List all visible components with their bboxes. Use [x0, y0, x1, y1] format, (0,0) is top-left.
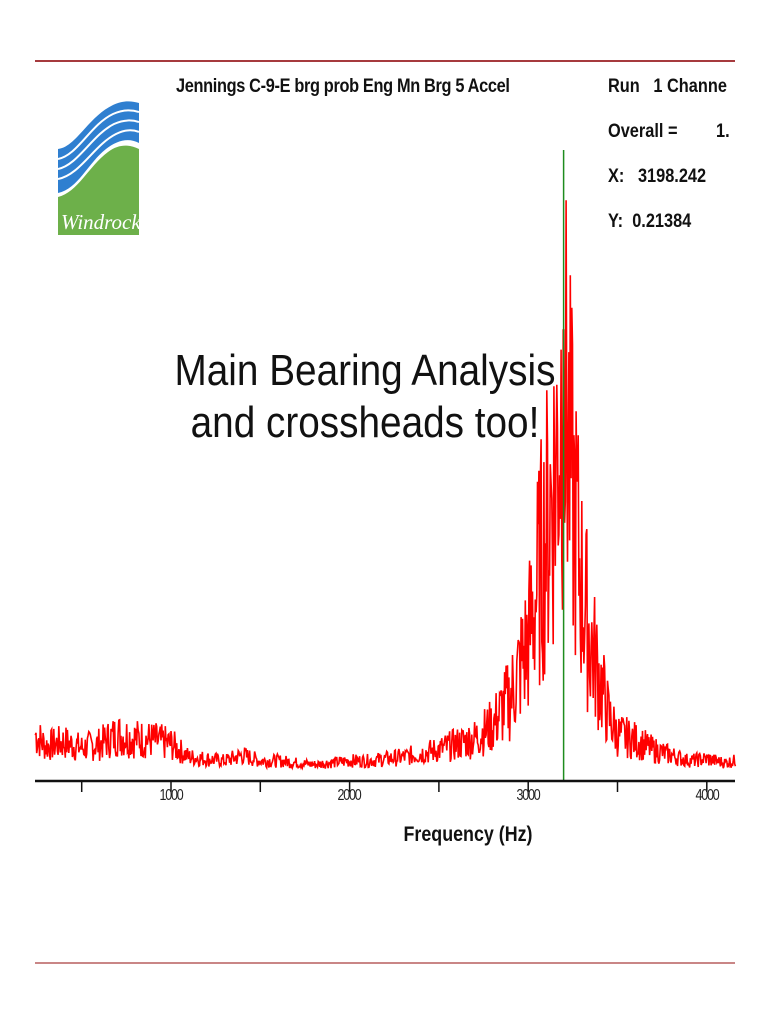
tick-label-4000: 4000	[695, 787, 719, 804]
run-channel-label: Run 1 Channe	[608, 76, 727, 97]
chart-title: Jennings C-9-E brg prob Eng Mn Brg 5 Acc…	[176, 76, 510, 97]
x-axis-ticks	[80, 781, 708, 792]
caption-line-2: and crossheads too!	[190, 398, 540, 447]
caption-line-1: Main Bearing Analysis	[174, 346, 556, 395]
bottom-rule	[35, 962, 735, 964]
cursor-x-readout: X: 3198.242	[608, 166, 707, 187]
slide-caption: Main Bearing Analysis and crossheads too…	[167, 345, 563, 449]
tick-label-1000: 1000	[159, 787, 183, 804]
tick-label-2000: 2000	[337, 787, 361, 804]
overall-label: Overall =	[608, 121, 678, 142]
overall-value: 1.	[716, 121, 730, 142]
cursor-y-readout: Y: 0.21384	[608, 211, 692, 232]
tick-label-3000: 3000	[516, 787, 540, 804]
windrock-logo: Windrock	[58, 97, 139, 235]
spectrum-trace	[34, 200, 737, 771]
logo-text: Windrock	[61, 210, 139, 234]
x-axis-label: Frequency (Hz)	[403, 823, 533, 846]
top-rule	[35, 60, 735, 62]
